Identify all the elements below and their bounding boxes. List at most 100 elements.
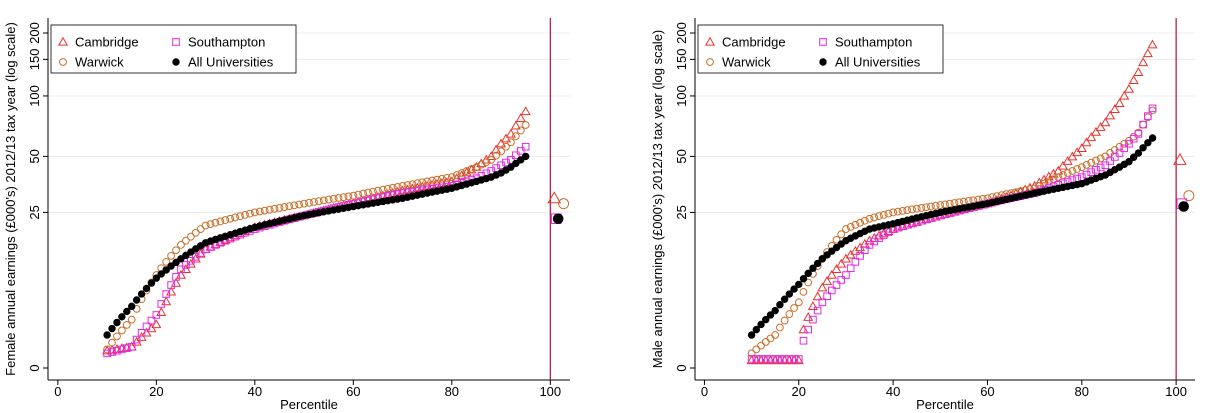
data-point <box>147 316 156 325</box>
y-tick-label-25: 25 <box>27 205 42 219</box>
x-axis-title: Percentile <box>916 397 974 412</box>
data-point <box>512 151 520 160</box>
data-point <box>790 355 798 363</box>
y-tick-label-150: 150 <box>27 48 42 70</box>
data-point <box>861 246 869 255</box>
legend-marker <box>819 38 827 46</box>
data-point <box>1048 168 1059 178</box>
data-point <box>818 255 827 263</box>
data-point <box>898 207 907 215</box>
data-point <box>339 193 348 202</box>
legend-label: Southampton <box>188 35 265 50</box>
legend-label: Cambridge <box>722 35 786 50</box>
data-point <box>295 200 304 209</box>
data-point <box>747 355 756 363</box>
data-point <box>822 275 833 285</box>
series-warwick <box>747 106 1195 358</box>
y-tick-label-150: 150 <box>674 48 689 70</box>
data-point <box>521 121 530 129</box>
data-point <box>492 151 501 160</box>
data-point <box>250 208 259 217</box>
data-point <box>826 269 837 279</box>
data-point <box>807 301 818 311</box>
data-point <box>181 236 190 245</box>
data-point <box>780 355 789 363</box>
data-point <box>837 276 846 284</box>
data-point <box>790 285 798 293</box>
data-point <box>502 142 510 151</box>
data-point <box>903 206 912 215</box>
data-point <box>157 270 165 278</box>
data-point <box>477 160 486 169</box>
legend-marker <box>59 58 67 66</box>
data-point <box>776 323 784 332</box>
data-point <box>837 230 846 239</box>
legend-marker <box>172 38 180 46</box>
data-point <box>186 232 195 241</box>
data-point <box>319 196 328 205</box>
data-point <box>1101 161 1110 170</box>
x-tick-label-0: 0 <box>54 384 61 399</box>
y-tick-label-200: 200 <box>674 22 689 44</box>
data-point <box>1148 104 1157 113</box>
data-point <box>1096 163 1105 172</box>
data-point <box>799 336 808 345</box>
data-point <box>860 216 869 225</box>
data-point <box>842 225 850 233</box>
data-point <box>813 306 822 315</box>
data-point <box>486 151 497 161</box>
x-tick-label-20: 20 <box>149 384 163 399</box>
data-point <box>172 258 180 267</box>
data-point <box>182 261 190 269</box>
data-point <box>766 355 775 363</box>
data-point <box>793 355 804 365</box>
data-point <box>515 113 526 123</box>
data-point <box>1082 170 1091 179</box>
data-point <box>832 235 841 244</box>
y-tick-label-100: 100 <box>27 85 42 107</box>
data-point <box>761 338 770 346</box>
data-point <box>1057 160 1068 170</box>
data-point <box>452 171 461 179</box>
data-point <box>162 257 171 266</box>
data-point <box>1062 156 1073 165</box>
data-point <box>118 313 126 321</box>
chart-panel-1: 0 25 50 100 150 200 0 20 40 60 80 100 Percentile Fema… <box>3 18 570 412</box>
data-point <box>216 217 225 226</box>
data-point <box>813 259 822 268</box>
data-point <box>1106 157 1114 165</box>
data-point <box>1043 171 1054 181</box>
data-point <box>324 195 333 204</box>
data-point <box>1040 179 1048 188</box>
data-point <box>378 185 387 194</box>
legend-label: Warwick <box>722 55 771 70</box>
data-point <box>1077 163 1086 172</box>
data-point <box>1144 139 1152 147</box>
data-point <box>1129 132 1138 141</box>
legend: Cambridge Southampton Warwick All Universit… <box>50 24 297 74</box>
data-point <box>893 207 902 216</box>
data-point <box>211 218 220 227</box>
legend-label: All Universities <box>835 55 921 70</box>
data-point <box>246 209 254 218</box>
data-point <box>804 278 813 287</box>
data-point <box>785 355 794 363</box>
data-point <box>388 183 397 192</box>
data-point <box>936 201 945 209</box>
data-point <box>383 184 392 193</box>
data-point <box>1142 48 1153 58</box>
data-point <box>231 213 240 222</box>
data-point <box>1096 154 1105 163</box>
data-point <box>364 188 372 197</box>
x-tick-label-100: 100 <box>1165 384 1187 399</box>
x-tick-label-100: 100 <box>539 384 561 399</box>
data-point <box>142 284 151 293</box>
data-point <box>804 325 813 334</box>
data-point <box>305 198 313 207</box>
data-point <box>1114 98 1125 108</box>
data-point <box>191 228 200 237</box>
data-point <box>1138 57 1149 67</box>
data-point <box>757 320 765 329</box>
data-point <box>113 332 121 341</box>
